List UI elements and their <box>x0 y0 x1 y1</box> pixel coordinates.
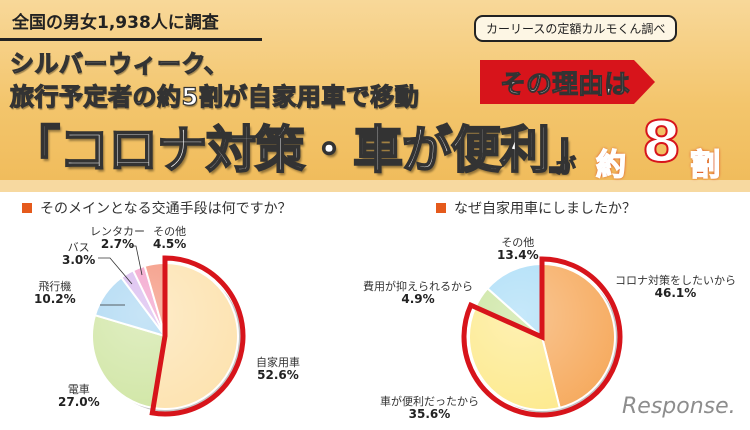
survey-title: 全国の男女1,938人に調査 <box>12 13 219 33</box>
source-badge: カーリースの定額カルモくん調べ <box>474 15 678 42</box>
claim-unit: 割 <box>689 147 721 184</box>
highlight-outline <box>149 255 246 417</box>
pie-chart-reason <box>461 256 623 418</box>
label-train: 電車 27.0% <box>58 383 100 409</box>
chart-2-title: なぜ自家用車にしましたか？ <box>436 198 636 218</box>
label-bus: バス 3.0% <box>62 241 96 267</box>
main-claim: 「コロナ対策・車が便利」 <box>9 120 600 180</box>
reason-tag <box>480 60 655 104</box>
label-other-1: その他 4.5% <box>153 225 187 251</box>
square-bullet-icon <box>436 203 446 213</box>
label-rental: レンタカー 2.7% <box>90 225 145 251</box>
label-cost: 費用が抑えられるから 4.9% <box>363 280 473 306</box>
leader-line <box>131 245 143 276</box>
label-airplane: 飛行機 10.2% <box>34 280 76 306</box>
label-corona: コロナ対策をしたいから 46.1% <box>615 274 736 300</box>
response-logo: Response. <box>622 394 736 419</box>
divider <box>0 38 262 41</box>
leader-line <box>98 257 133 285</box>
claim-particle: が <box>556 154 577 179</box>
headline-line-1: シルバーウィーク、 <box>9 49 229 78</box>
headline-line-2: 旅行予定者の約5割が自家用車で移動 <box>9 82 420 111</box>
label-private-car: 自家用車 52.6% <box>256 356 300 382</box>
chart-1-title: そのメインとなる交通手段は何ですか？ <box>22 198 292 218</box>
pie-chart-transport <box>91 255 246 417</box>
square-bullet-icon <box>22 203 32 213</box>
label-convenient: 車が便利だったから 35.6% <box>380 395 479 421</box>
reason-tag-text: その理由は <box>499 70 631 101</box>
claim-number: 8 <box>641 109 682 176</box>
label-other-2: その他 13.4% <box>497 236 539 262</box>
highlight-outline <box>461 256 623 418</box>
header-strip <box>0 180 750 192</box>
claim-approx: 約 <box>595 147 627 184</box>
